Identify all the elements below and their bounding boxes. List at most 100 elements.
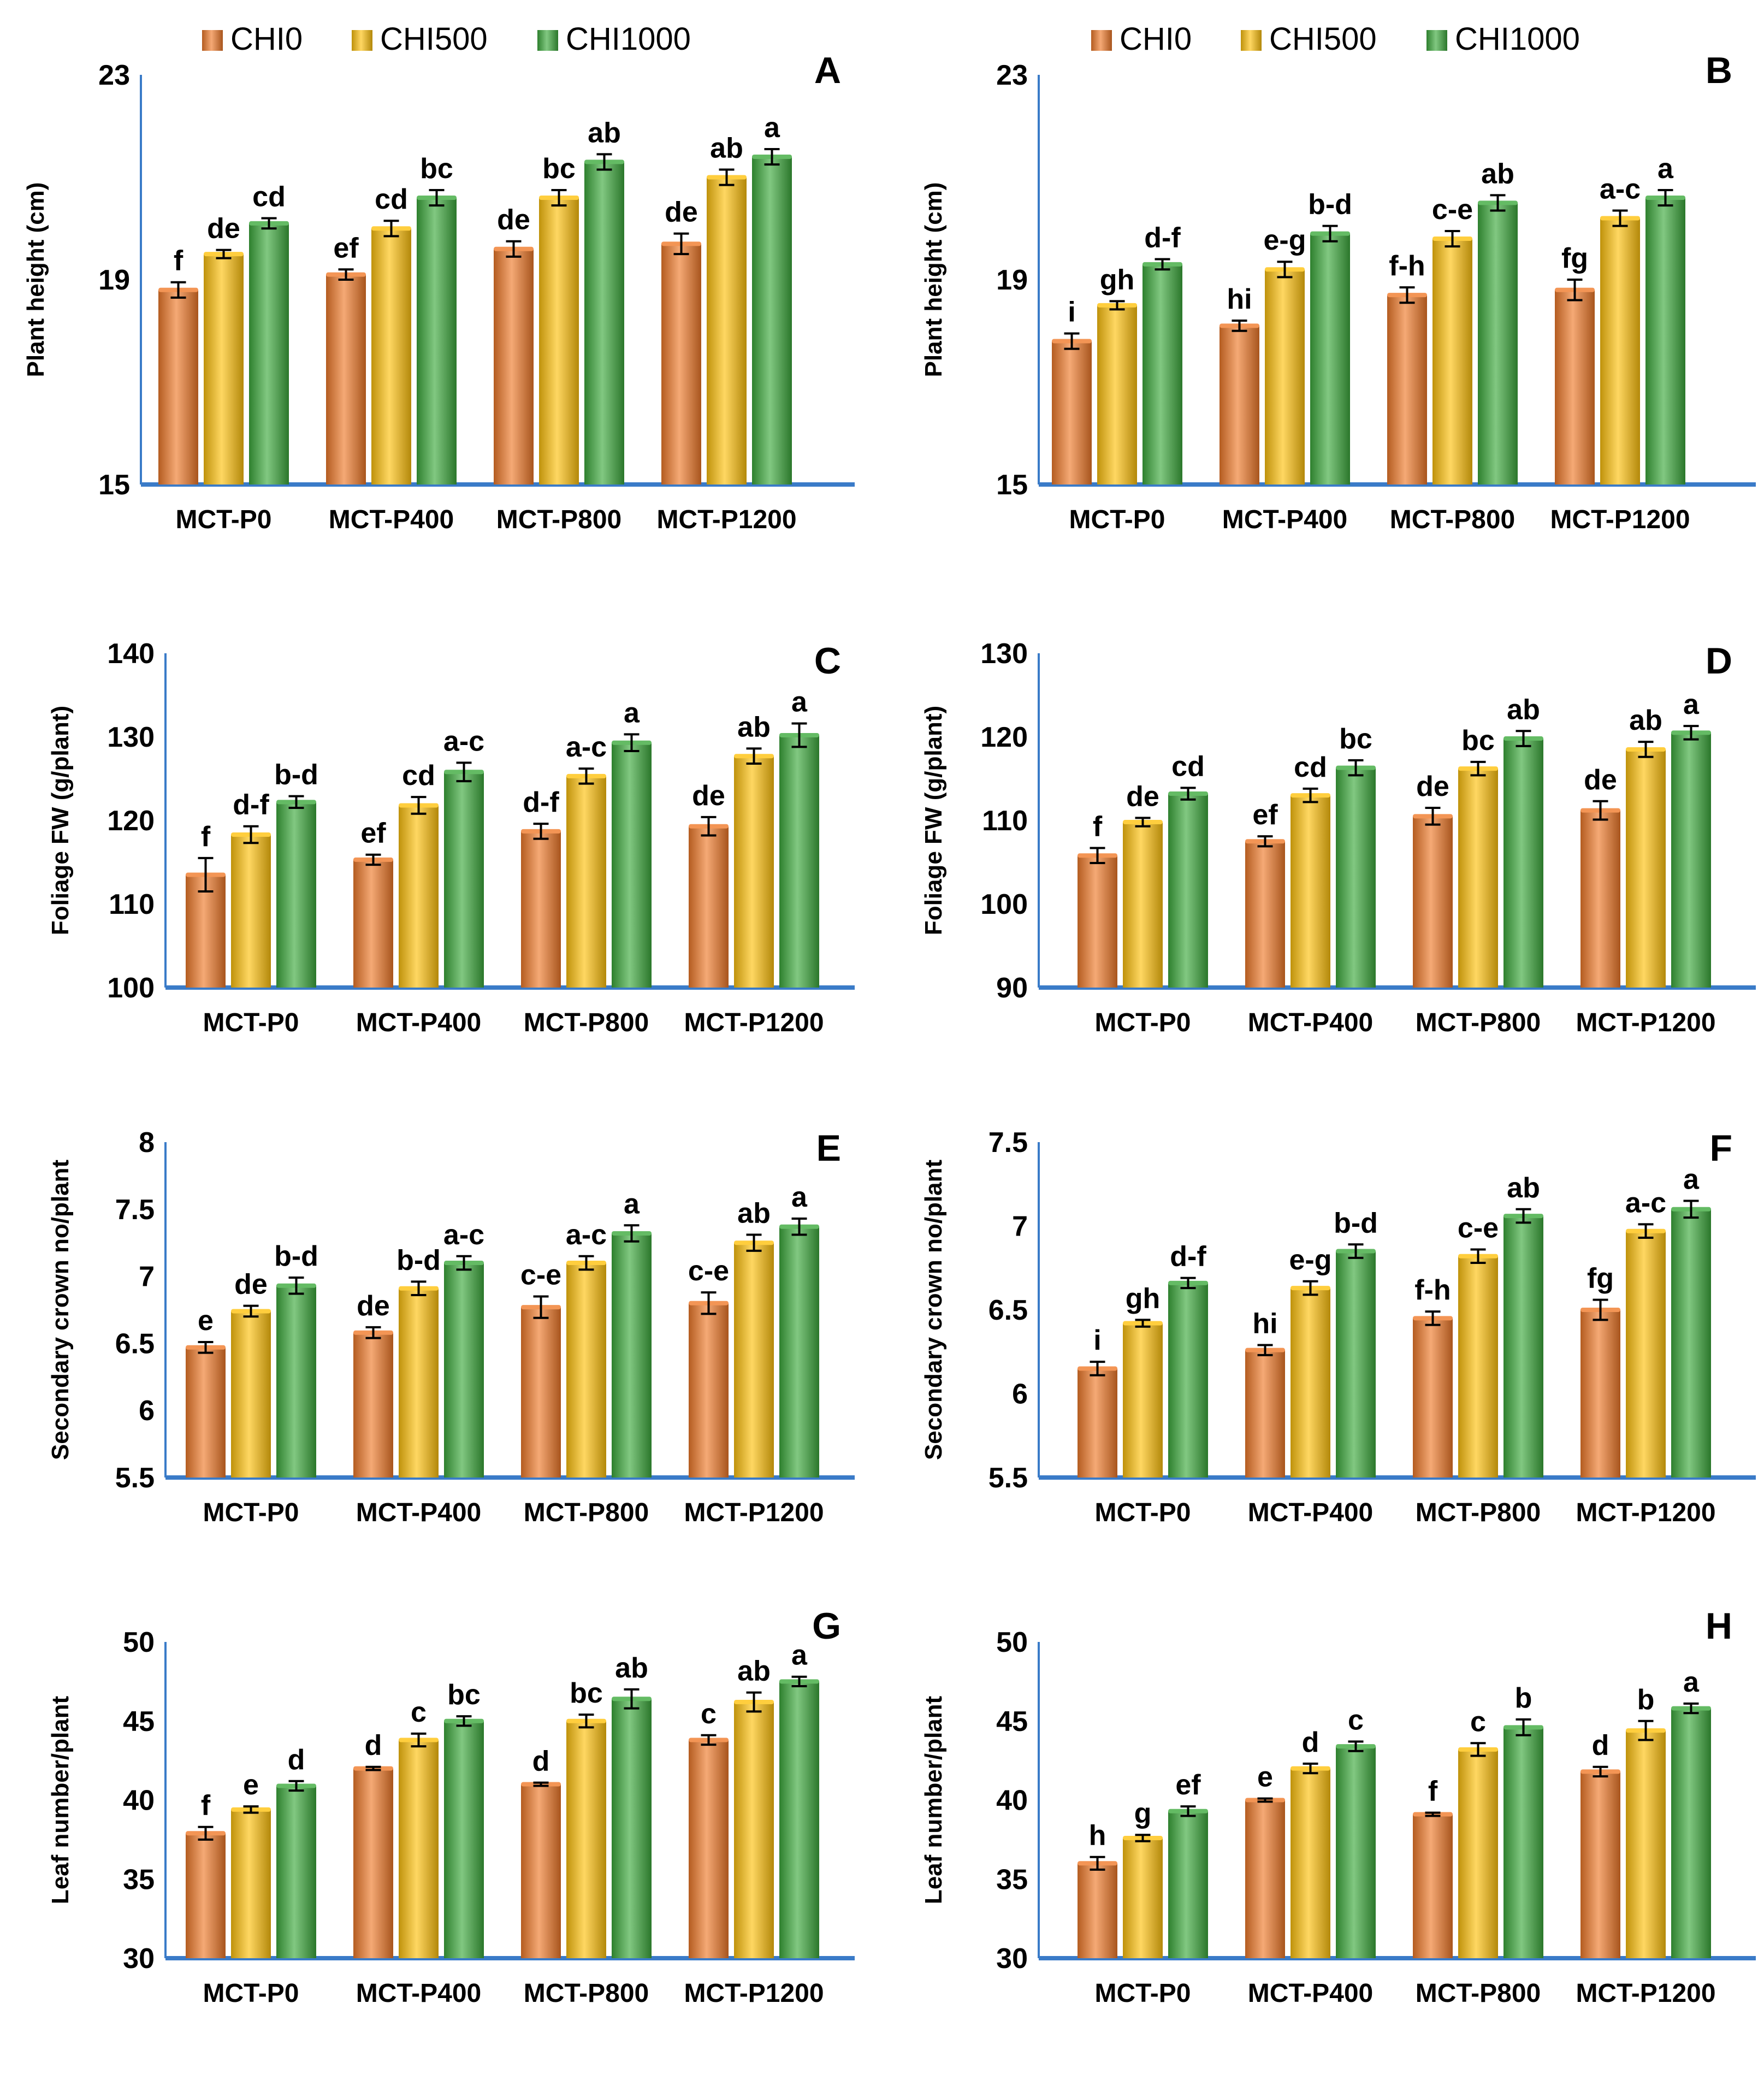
significance-letter: a [791,1181,808,1213]
bar-chi500-mct-p0 [1123,1323,1163,1478]
bar-chi500-mct-p800 [1432,239,1472,484]
y-axis-title: Secondary crown no/plant [920,1160,947,1460]
panel-label: D [1706,640,1732,682]
significance-letter: de [234,1269,268,1301]
y-tick-label: 6.5 [988,1295,1028,1326]
bar-chi500-mct-p400 [399,1740,439,1958]
x-tick-label: MCT-P0 [1094,1008,1191,1037]
bar-chi0-mct-p400 [1220,326,1259,484]
bar-chi0-mct-p1200 [1581,1310,1620,1478]
y-tick-label: 130 [980,638,1028,670]
y-tick-label: 15 [98,469,130,501]
significance-letter: bc [420,153,453,185]
legend-swatch-chi1000 [537,30,558,51]
significance-letter: a [1683,1667,1700,1698]
y-tick-label: 19 [98,264,130,296]
bar-chi1000-mct-p400 [1336,1746,1376,1958]
bar-chi500-mct-p1200 [1626,749,1666,988]
error-bar [1638,741,1654,758]
significance-letter: c [1348,1704,1364,1736]
significance-letter: de [357,1290,390,1322]
bar-chi1000-mct-p400 [1336,1251,1376,1478]
x-tick-label: MCT-P0 [203,1979,299,2008]
significance-letter: ab [1481,158,1514,190]
error-bar [1257,835,1273,848]
bar-chi500-mct-p1200 [734,1243,774,1478]
x-tick-label: MCT-P800 [496,505,621,534]
x-tick-label: MCT-P1200 [1576,1008,1715,1037]
significance-letter: c [411,1697,427,1728]
significance-letter: hi [1227,283,1252,315]
error-bar [1348,759,1364,777]
significance-letter: cd [402,760,435,791]
error-bar [1180,787,1196,801]
error-bar [411,1732,427,1748]
error-bar [1470,760,1486,777]
error-bar [1638,1719,1654,1741]
error-bar [673,232,689,256]
bar-chi0-mct-p1200 [1581,1771,1620,1958]
x-tick-label: MCT-P1200 [656,505,796,534]
error-bar [701,816,717,837]
bar-chi500-mct-p0 [231,835,271,988]
bar-chi500-mct-p400 [1291,1288,1330,1478]
y-tick-label: 23 [996,60,1028,91]
bar-chi1000-mct-p800 [612,742,652,988]
error-bar [198,856,214,893]
error-bar [1658,188,1673,207]
legend-swatch-chi500 [352,30,372,51]
bar-chi0-mct-p0 [186,874,226,988]
panel-label: G [812,1605,841,1647]
error-bar [791,1217,807,1236]
significance-letter: f-h [1389,250,1425,282]
error-bar [1425,1310,1441,1326]
significance-letter: e [243,1769,259,1801]
bar-chi1000-mct-p1200 [752,157,792,484]
significance-letter: c-e [520,1259,561,1291]
error-bar [429,188,445,207]
bar-chi1000-mct-p1200 [1671,1708,1711,1958]
bar-chi500-mct-p800 [1458,1256,1498,1478]
error-bar [533,1781,549,1787]
error-bar [1135,1834,1151,1842]
error-bar [383,220,399,238]
bar-chi0-mct-p0 [158,289,198,484]
legend-label-chi1000: CHI1000 [566,21,691,57]
significance-letter: a [624,1188,640,1220]
x-tick-label: MCT-P800 [1416,1498,1541,1527]
bar-chi1000-mct-p0 [1168,794,1208,988]
significance-letter: e-g [1264,224,1306,256]
error-bar [198,1825,214,1841]
x-tick-label: MCT-P400 [356,1498,481,1527]
error-bar [746,1233,762,1252]
y-axis-title: Leaf number/plant [47,1695,74,1904]
bar-chi0-mct-p400 [353,1768,393,1958]
bar-chi1000-mct-p400 [444,1721,484,1958]
error-bar [1516,730,1531,747]
y-tick-label: 45 [123,1706,155,1738]
error-bar [261,217,277,230]
bar-chi1000-mct-p800 [612,1699,652,1958]
error-bar [288,1780,304,1792]
x-tick-label: MCT-P0 [1069,505,1165,534]
bar-chi500-mct-p800 [1458,1749,1498,1958]
x-tick-label: MCT-P800 [1416,1979,1541,2008]
error-bar [411,796,427,815]
error-bar [1593,800,1608,821]
error-bar [243,1304,259,1318]
significance-letter: b-d [1308,189,1352,221]
significance-letter: ef [360,818,386,849]
significance-letter: d-f [523,787,559,818]
x-tick-label: MCT-P400 [1248,1008,1373,1037]
significance-letter: a-c [1625,1187,1666,1219]
error-bar [1470,1742,1486,1757]
bar-chi500-mct-p800 [539,198,579,484]
significance-letter: h [1089,1820,1106,1852]
significance-letter: b [1515,1682,1532,1714]
x-tick-label: MCT-P400 [356,1008,481,1037]
y-tick-label: 8 [139,1127,155,1159]
significance-letter: c-e [688,1255,729,1287]
